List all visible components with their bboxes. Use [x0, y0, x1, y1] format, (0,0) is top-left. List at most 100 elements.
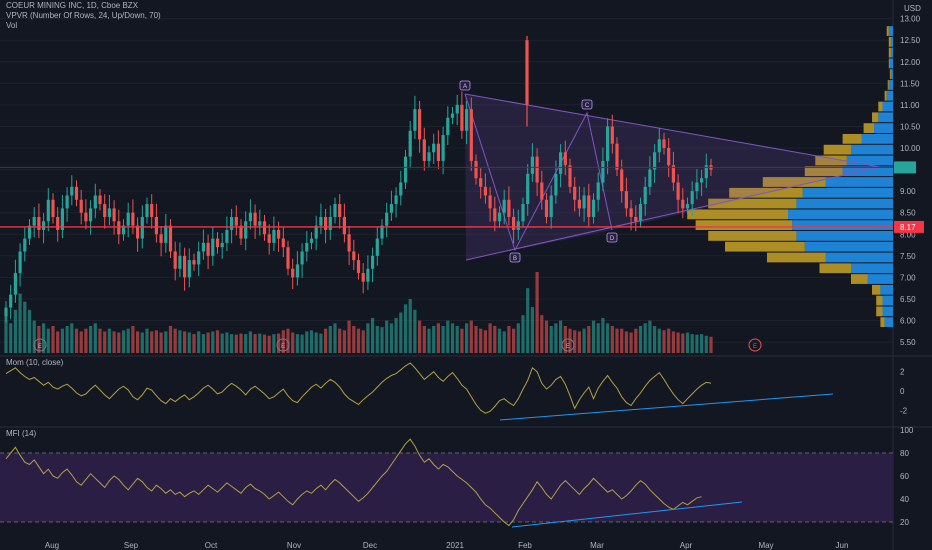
y-tick-label: 11.50 [900, 79, 920, 88]
candle [211, 238, 215, 256]
candle [93, 195, 97, 209]
volume-bar [601, 317, 605, 353]
candle [225, 229, 229, 243]
candle [126, 212, 130, 226]
candle [103, 204, 107, 217]
earnings-label: E [753, 344, 757, 350]
candle [140, 217, 144, 239]
candle [173, 251, 177, 269]
earnings-label: E [281, 344, 285, 350]
pattern-point-box [509, 252, 521, 263]
mfi-tick-label: 40 [900, 495, 909, 504]
volume-bar [60, 328, 64, 353]
volume-bar [582, 328, 586, 353]
volume-bar [606, 323, 610, 353]
volume-bar [187, 332, 191, 353]
vp-bar-down [823, 144, 851, 155]
vp-bar-up [804, 241, 893, 252]
volume-legend[interactable]: Vol [6, 21, 18, 30]
volume-bar [700, 334, 704, 353]
candle [385, 212, 389, 226]
y-tick-label: 7.00 [900, 273, 916, 282]
mom-tick-label: 0 [900, 387, 905, 396]
pattern-point-box [581, 99, 593, 110]
candle [521, 204, 525, 222]
volume-bar [573, 330, 577, 353]
candle [9, 294, 13, 308]
volume-bar [493, 326, 497, 353]
candle [131, 212, 135, 226]
candle [380, 225, 384, 239]
candle [46, 199, 50, 222]
vp-bar-down [815, 155, 847, 166]
candle [107, 208, 111, 217]
y-tick-label: 8.50 [900, 209, 916, 218]
volume-bar [549, 326, 553, 353]
candle [638, 204, 643, 222]
y-tick-label: 11.00 [900, 101, 920, 110]
candle [248, 212, 252, 222]
volume-bar [239, 333, 243, 353]
volume-bar [314, 332, 318, 353]
candle [403, 156, 408, 183]
vp-bar-up [796, 198, 893, 209]
candle [117, 221, 121, 235]
symbol-title[interactable]: COEUR MINING INC, 1D, Cboe BZX [6, 1, 139, 10]
volume-bar [502, 331, 506, 353]
vp-bar-up [851, 144, 893, 155]
vp-bar-down [888, 58, 890, 69]
vp-bar-down [725, 241, 805, 252]
candle [450, 113, 455, 118]
candle [408, 130, 412, 157]
volume-bar [23, 301, 27, 353]
volume-bar [342, 330, 346, 353]
volume-bar [225, 332, 229, 353]
volume-bar [676, 332, 680, 353]
candle [685, 204, 690, 209]
volume-bar [371, 317, 375, 353]
volume-bar [403, 304, 408, 353]
volume-bar [544, 320, 549, 353]
candle [51, 199, 55, 217]
candle [535, 156, 539, 183]
candle [399, 182, 403, 196]
candle [469, 109, 473, 161]
vp-bar-up [882, 295, 893, 306]
candle [657, 139, 661, 153]
pattern-upper-line [464, 93, 881, 168]
candle [634, 217, 638, 222]
vp-bar-up [884, 317, 893, 328]
candle [695, 182, 699, 192]
candle [620, 169, 624, 192]
momentum-title[interactable]: Mom (10, close) [6, 358, 64, 367]
mfi-title[interactable]: MFI (14) [6, 429, 37, 438]
volume-bar [220, 333, 224, 353]
mom-tick-label: -2 [900, 406, 908, 415]
candle [530, 156, 534, 174]
y-tick-label: 12.50 [900, 36, 921, 45]
volume-bar [42, 323, 46, 353]
volume-bar [136, 331, 140, 353]
candle [455, 104, 459, 114]
volume-bar [178, 330, 182, 353]
volume-bar [361, 330, 365, 353]
candle [98, 195, 102, 205]
candle [79, 199, 83, 213]
mfi-tick-label: 60 [900, 472, 909, 481]
candle [446, 117, 450, 136]
mfi-trendline [511, 501, 743, 528]
volume-bar [615, 328, 619, 353]
volume-bar [150, 331, 154, 353]
vp-bar-down [804, 166, 843, 177]
candle [333, 204, 337, 217]
volume-bar [521, 315, 525, 353]
volume-bar [559, 320, 563, 353]
pattern-lower-line [465, 166, 881, 261]
volume-bar [13, 309, 17, 353]
candle [324, 217, 328, 230]
vp-bar-down [886, 26, 889, 36]
vpvr-legend[interactable]: VPVR (Number Of Rows, 24, Up/Down, 70) [6, 11, 161, 20]
momentum-trendline [499, 393, 834, 421]
vp-bar-down [872, 284, 881, 295]
